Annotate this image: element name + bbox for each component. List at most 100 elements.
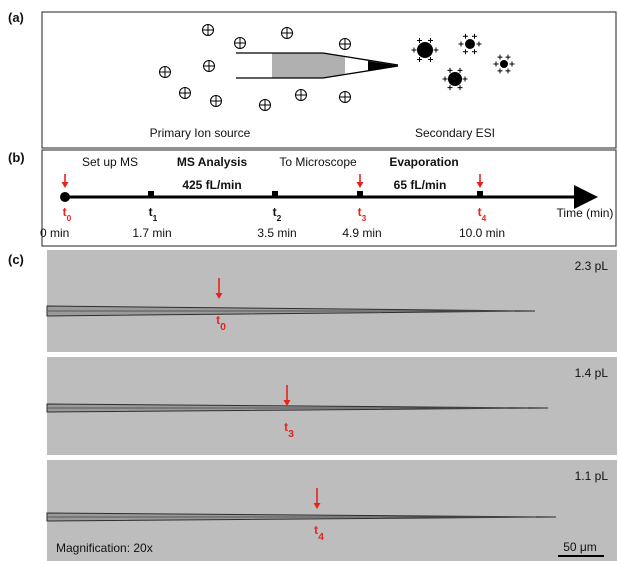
droplet [417,42,433,58]
charge [463,49,468,55]
charge [493,61,499,67]
primary-ions [159,24,351,111]
ion-plus [234,37,246,49]
volume: 1.4 pL [575,366,609,380]
scale-label: 50 μm [563,540,597,554]
symbol: t [216,313,220,327]
charge [417,37,422,43]
stage: MS Analysis [177,155,248,169]
subscript: 4 [318,531,324,543]
symbol: t [63,205,67,219]
charge [509,61,515,67]
secondary-droplets [411,33,515,91]
micrograph: 2.3 pL t0 [46,250,617,352]
point-label: t4 [314,523,324,543]
charge [433,47,439,53]
charge [472,49,477,55]
ion-plus [339,38,351,50]
time-label: 0 min [40,226,69,240]
symbol: t [478,205,482,219]
ion-plus [259,99,271,111]
rate: 425 fL/min [182,178,241,192]
stage: To Microscope [279,155,357,169]
charge [463,33,468,39]
caption: Primary Ion source [150,126,251,140]
red-arrowhead [356,182,364,188]
subscript: 3 [362,213,367,223]
volume: 1.1 pL [575,469,609,483]
charge [428,57,433,63]
charge [476,41,482,47]
symbol: t [284,420,288,434]
point-label: t3 [358,205,367,223]
charge [505,68,511,74]
start-dot [60,192,70,202]
symbol: t [273,205,277,219]
charge [442,76,448,82]
ion-plus [203,60,215,72]
stage: Evaporation [389,155,458,169]
micrograph: 1.4 pL t3 [46,357,617,455]
ion-plus [159,66,171,78]
panel-frame [41,149,617,247]
symbol: t [149,205,153,219]
ion-plus [210,95,222,107]
subscript: 0 [220,321,226,333]
image-bg [47,250,617,352]
panel-frame [41,11,617,149]
point-label: t2 [273,205,282,223]
tick [357,191,363,197]
ion-plus [281,27,293,39]
time-label: 3.5 min [257,226,296,240]
panel-label: (c) [8,252,24,267]
red-arrowhead [215,293,223,299]
time-label: 1.7 min [132,226,171,240]
charge [458,41,464,47]
ion-plus [202,24,214,36]
ion-plus [295,89,307,101]
subscript: 0 [67,213,72,223]
charge [447,85,453,91]
point-label: t0 [63,205,72,223]
point-label: t4 [478,205,487,223]
symbol: t [358,205,362,219]
red-arrowhead [313,503,321,509]
point-label: t3 [284,420,294,440]
charge [411,47,417,53]
charge [457,67,463,73]
rate: 65 fL/min [394,178,447,192]
charge [497,68,503,74]
axis-label: Time (min) [557,206,614,220]
charge [472,33,477,39]
charge [497,54,503,60]
stage: Set up MS [82,155,138,169]
time-label: 4.9 min [342,226,381,240]
tick [272,191,278,197]
tick [148,191,154,197]
red-arrowhead [476,182,484,188]
point-label: t1 [149,205,158,223]
droplet [448,72,462,86]
capillary [236,52,399,79]
droplet [465,39,475,49]
time-label: 10.0 min [459,226,505,240]
magnification: Magnification: 20x [56,541,153,555]
charge [505,54,511,60]
charge [457,85,463,91]
subscript: 1 [153,213,158,223]
charge [428,37,433,43]
red-arrowhead [283,400,291,406]
subscript: 3 [288,428,294,440]
droplet [500,60,508,68]
ion-plus [339,91,351,103]
subscript: 2 [277,213,282,223]
volume: 2.3 pL [575,259,609,273]
panel-label: (a) [8,10,24,25]
caption: Secondary ESI [415,126,495,140]
image-bg [47,460,617,561]
ion-plus [179,87,191,99]
tick [477,191,483,197]
